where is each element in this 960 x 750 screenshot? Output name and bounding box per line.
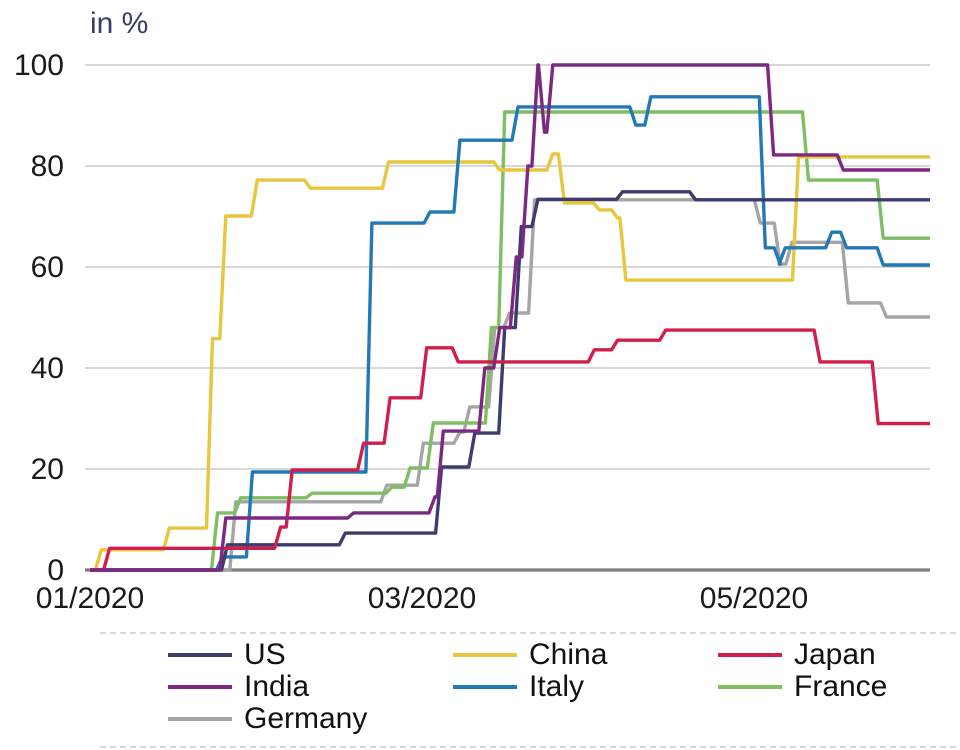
y-axis-title: in % xyxy=(90,7,148,40)
y-tick-40: 40 xyxy=(31,352,64,385)
gridlines xyxy=(85,64,930,572)
separator-dotted-bottom xyxy=(100,746,956,748)
y-tick-60: 60 xyxy=(31,251,64,284)
series-lines xyxy=(90,63,930,572)
x-axis-tick-labels: 01/2020 03/2020 05/2020 xyxy=(36,582,808,615)
separator-dotted-top xyxy=(100,632,956,634)
y-tick-20: 20 xyxy=(31,453,64,486)
series-line-japan xyxy=(90,328,930,572)
series-line-us xyxy=(90,190,930,572)
y-tick-80: 80 xyxy=(31,150,64,183)
series-line-italy xyxy=(90,95,930,572)
series-line-france xyxy=(90,110,930,572)
y-axis-tick-labels: 0 20 40 60 80 100 xyxy=(14,49,64,587)
series-line-china xyxy=(90,152,930,572)
series-line-germany xyxy=(90,198,930,572)
x-tick-01/2020: 01/2020 xyxy=(36,582,144,615)
y-tick-0: 0 xyxy=(47,554,64,587)
y-tick-100: 100 xyxy=(14,49,64,82)
x-tick-05/2020: 05/2020 xyxy=(700,582,808,615)
x-tick-03/2020: 03/2020 xyxy=(368,582,476,615)
series-line-india xyxy=(90,63,930,572)
